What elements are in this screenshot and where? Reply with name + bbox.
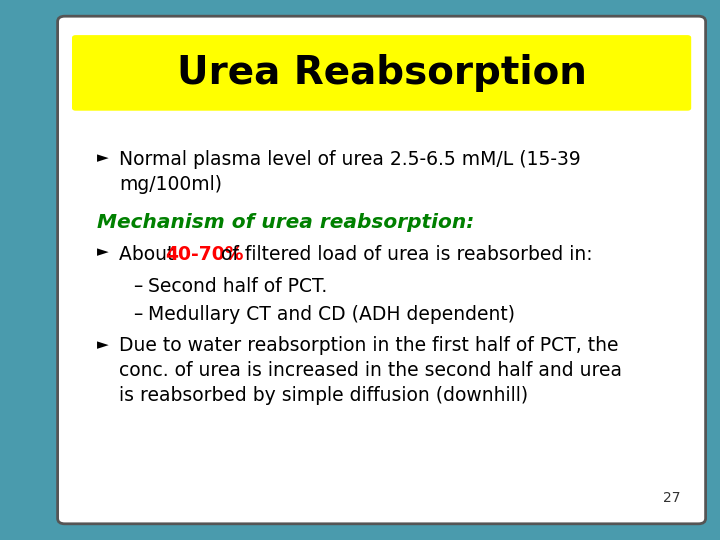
Text: Normal plasma level of urea 2.5-6.5 mM/L (15-39
mg/100ml): Normal plasma level of urea 2.5-6.5 mM/L… (119, 150, 580, 194)
Text: ►: ► (97, 150, 109, 165)
Text: Urea Reabsorption: Urea Reabsorption (176, 54, 587, 92)
Text: of filtered load of urea is reabsorbed in:: of filtered load of urea is reabsorbed i… (215, 245, 593, 264)
Text: Medullary CT and CD (ADH dependent): Medullary CT and CD (ADH dependent) (148, 305, 515, 324)
Text: Second half of PCT.: Second half of PCT. (148, 277, 327, 296)
Text: 40-70%: 40-70% (165, 245, 243, 264)
Text: –: – (133, 305, 143, 324)
Text: –: – (133, 277, 143, 296)
Text: ►: ► (97, 338, 109, 353)
Text: Mechanism of urea reabsorption:: Mechanism of urea reabsorption: (97, 213, 474, 232)
FancyBboxPatch shape (58, 16, 706, 524)
Text: 27: 27 (663, 491, 680, 505)
Text: About: About (119, 245, 180, 264)
Text: Due to water reabsorption in the first half of PCT, the
conc. of urea is increas: Due to water reabsorption in the first h… (119, 336, 622, 406)
Text: ►: ► (97, 245, 109, 260)
FancyBboxPatch shape (72, 35, 691, 111)
